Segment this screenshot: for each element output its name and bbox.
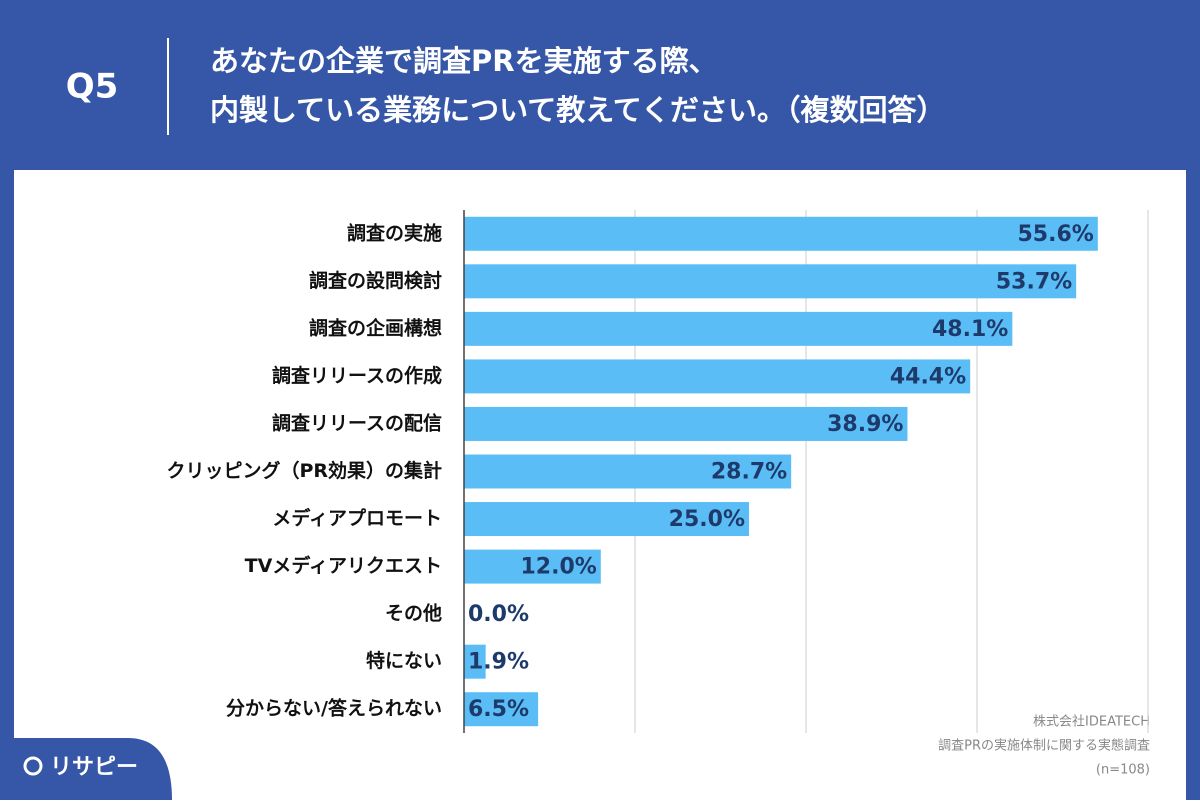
source: (n=108): [1096, 763, 1150, 778]
value-label: 1.9%: [468, 650, 529, 675]
logo-icon: [23, 756, 43, 776]
value-label: 28.7%: [711, 460, 787, 485]
y-tick-label: 調査の企画構想: [309, 316, 442, 339]
bar: [464, 549, 601, 584]
question-number: Q5: [66, 67, 119, 107]
bar: [464, 264, 1077, 299]
y-tick-label: 調査の実施: [347, 221, 442, 244]
y-tick-label: 特にない: [366, 650, 442, 672]
title-line: 内製している業務について教えてください。（複数回答）: [210, 93, 945, 127]
value-label: 6.5%: [468, 697, 529, 722]
y-tick-label: その他: [385, 602, 442, 625]
logo-tab: [0, 738, 172, 800]
y-tick-label: メディアプロモート: [272, 507, 442, 530]
value-label: 55.6%: [1018, 222, 1094, 247]
value-label: 12.0%: [520, 555, 596, 580]
bar: [464, 216, 1098, 251]
value-label: 44.4%: [890, 364, 966, 389]
y-tick-label: TVメディアリクエスト: [245, 554, 442, 577]
value-label: 48.1%: [932, 317, 1008, 342]
bar: [464, 692, 539, 727]
value-label: 25.0%: [669, 507, 745, 532]
bar: [464, 406, 908, 441]
bar: [464, 359, 971, 394]
y-tick-label: 分からない/答えられない: [226, 697, 442, 720]
y-tick-label: 調査リリースの作成: [272, 364, 442, 387]
source: 調査PRの実施体制に関する実態調査: [938, 738, 1150, 754]
bar: [464, 311, 1013, 346]
logo: リサピー: [50, 755, 138, 780]
value-label: 0.0%: [468, 602, 529, 627]
title-line: あなたの企業で調査PRを実施する際、: [210, 44, 718, 78]
bar: [464, 502, 749, 537]
source: 株式会社IDEATECH: [1033, 714, 1150, 730]
y-tick-label: クリッピング（PR効果）の集計: [166, 459, 442, 482]
y-tick-label: 調査リリースの配信: [272, 411, 442, 434]
value-label: 53.7%: [996, 269, 1072, 294]
value-label: 38.9%: [827, 412, 903, 437]
bar: [464, 454, 792, 489]
bar: [464, 644, 486, 679]
y-tick-label: 調査の設問検討: [309, 269, 442, 292]
